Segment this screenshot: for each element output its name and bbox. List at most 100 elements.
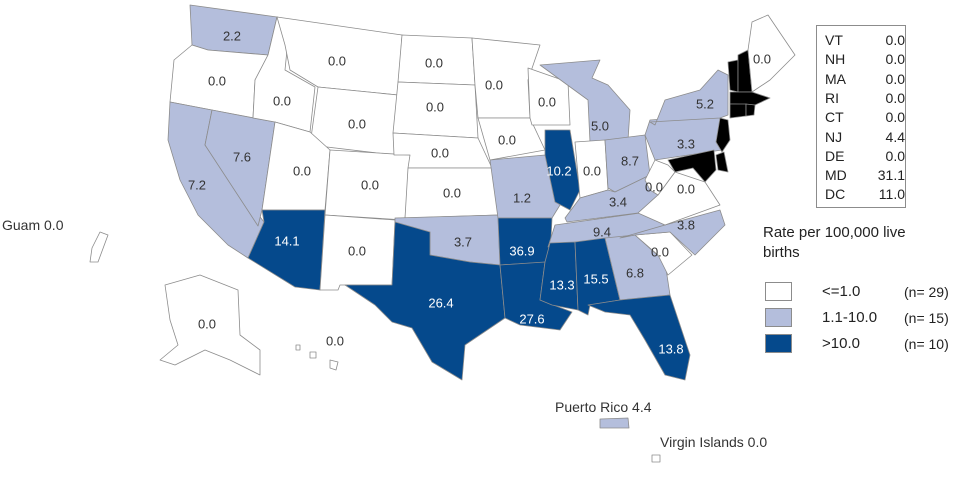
small-state-row-MA: MA 0.0 <box>825 71 905 88</box>
state-value-NV: 7.6 <box>233 149 251 164</box>
state-value-AK: 0.0 <box>198 316 216 331</box>
state-value-CO: 0.0 <box>361 177 379 192</box>
legend-count-mid: (n= 15) <box>904 310 949 326</box>
state-value-ME: 0.0 <box>753 51 771 66</box>
state-HI <box>295 344 339 371</box>
small-state-row-RI: RI 0.0 <box>825 90 905 107</box>
small-state-row-CT: CT 0.0 <box>825 109 905 126</box>
virgin-islands-shape <box>651 454 661 463</box>
small-state-abbr: NJ <box>825 128 843 145</box>
legend-title: Rate per 100,000 live births <box>763 224 906 261</box>
state-value-IL: 10.2 <box>546 163 571 178</box>
small-state-abbr: RI <box>825 89 839 106</box>
state-value-SD: 0.0 <box>426 99 444 114</box>
small-state-abbr: DC <box>825 186 846 203</box>
state-IL <box>544 129 581 211</box>
state-value-WA: 2.2 <box>223 28 241 43</box>
state-value-AZ: 14.1 <box>274 233 299 248</box>
state-NY <box>649 69 729 126</box>
state-AK <box>159 274 261 376</box>
state-value-WV: 0.0 <box>645 179 663 194</box>
state-value-KS: 0.0 <box>443 185 461 200</box>
small-state-row-NJ: NJ 4.4 <box>825 129 905 146</box>
small-state-value: 4.4 <box>885 128 905 145</box>
legend-item-high: >10.0 (n= 10) <box>765 334 960 356</box>
small-state-value: 0.0 <box>885 109 905 126</box>
state-value-WI: 0.0 <box>538 94 556 109</box>
small-state-row-NH: NH 0.0 <box>825 51 905 68</box>
state-value-MO: 1.2 <box>513 190 531 205</box>
state-value-VA: 0.0 <box>677 181 695 196</box>
state-MI <box>539 59 631 143</box>
state-value-HI: 0.0 <box>326 333 344 348</box>
small-states-table: VT 0.0 NH 0.0 MA 0.0 RI 0.0 CT 0.0 NJ 4.4 DE 0.0 MD 31.… <box>816 25 906 208</box>
state-value-NC: 3.8 <box>677 217 695 232</box>
state-value-OR: 0.0 <box>208 73 226 88</box>
small-state-abbr: MD <box>825 167 847 184</box>
puerto-rico-shape <box>599 417 630 429</box>
state-DE <box>715 151 729 173</box>
state-RI <box>745 103 756 117</box>
legend-count-high: (n= 10) <box>904 336 949 352</box>
state-value-CA: 7.2 <box>188 177 206 192</box>
state-value-MS: 13.3 <box>549 277 574 292</box>
guam-label: Guam 0.0 <box>2 217 64 233</box>
state-value-NM: 0.0 <box>348 243 366 258</box>
small-state-abbr: NH <box>825 51 846 68</box>
state-ME <box>747 14 796 93</box>
state-value-FL: 13.8 <box>658 341 683 356</box>
small-state-value: 31.1 <box>877 167 905 184</box>
legend-label-high: >10.0 <box>822 335 860 352</box>
small-state-row-DC: DC 11.0 <box>825 186 905 203</box>
small-state-row-VT: VT 0.0 <box>825 32 905 49</box>
legend-count-low: (n= 29) <box>904 284 949 300</box>
state-value-GA: 6.8 <box>626 265 644 280</box>
state-value-AL: 15.5 <box>583 271 608 286</box>
state-value-NE: 0.0 <box>431 145 449 160</box>
small-state-value: 0.0 <box>885 32 905 48</box>
state-value-SC: 0.0 <box>651 244 669 259</box>
state-value-TX: 26.4 <box>428 295 453 310</box>
state-value-ID: 0.0 <box>273 93 291 108</box>
state-NJ <box>715 117 731 153</box>
state-MA <box>729 91 771 106</box>
state-value-IA: 0.0 <box>498 132 516 147</box>
state-NC <box>619 209 726 256</box>
state-value-MT: 0.0 <box>328 53 346 68</box>
small-state-value: 0.0 <box>885 89 905 106</box>
state-value-NY: 5.2 <box>696 96 714 111</box>
small-state-value: 0.0 <box>885 147 905 164</box>
state-MD <box>667 149 717 183</box>
small-state-value: 0.0 <box>885 51 905 68</box>
small-state-abbr: CT <box>825 109 844 126</box>
state-CT <box>729 103 747 119</box>
legend-item-mid: 1.1-10.0 (n= 15) <box>765 308 960 330</box>
small-state-row-MD: MD 31.1 <box>825 167 905 184</box>
state-FL <box>587 294 691 381</box>
small-state-abbr: VT <box>825 32 843 48</box>
state-value-OH: 8.7 <box>621 153 639 168</box>
state-value-MN: 0.0 <box>485 77 503 92</box>
state-value-MI: 5.0 <box>591 118 609 133</box>
legend-label-low: <=1.0 <box>822 283 861 300</box>
legend-item-low: <=1.0 (n= 29) <box>765 282 960 304</box>
state-value-UT: 0.0 <box>293 163 311 178</box>
state-MO <box>489 154 561 219</box>
state-value-ND: 0.0 <box>425 55 443 70</box>
puerto-rico-label: Puerto Rico 4.4 <box>555 399 652 415</box>
state-value-KY: 3.4 <box>609 194 627 209</box>
state-value-WY: 0.0 <box>348 116 366 131</box>
guam-shape <box>89 231 109 263</box>
small-state-row-DE: DE 0.0 <box>825 148 905 165</box>
virgin-islands-label: Virgin Islands 0.0 <box>660 434 767 450</box>
legend-label-mid: 1.1-10.0 <box>822 309 878 326</box>
state-value-IN: 0.0 <box>583 163 601 178</box>
state-value-TN: 9.4 <box>593 224 611 239</box>
small-state-abbr: DE <box>825 147 845 164</box>
small-state-abbr: MA <box>825 70 846 87</box>
state-value-LA: 27.6 <box>519 311 544 326</box>
small-state-value: 11.0 <box>878 186 905 203</box>
small-state-value: 0.0 <box>885 70 905 87</box>
legend-swatch-low <box>765 282 792 301</box>
